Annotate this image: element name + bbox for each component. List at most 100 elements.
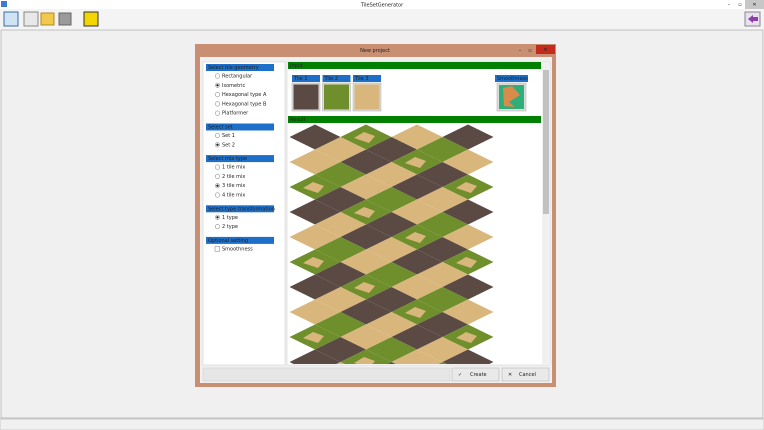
- create-icon: ✓: [458, 372, 462, 378]
- result-tile-blend: [430, 219, 452, 231]
- result-tile-blend: [456, 257, 477, 268]
- smoothness-title: Smoothness: [497, 76, 528, 82]
- tile-image: [354, 84, 380, 110]
- result-tile-blend: [328, 319, 350, 331]
- group-title: Select tile geometry: [208, 65, 259, 71]
- radio-label: 2 type: [222, 224, 238, 230]
- dialog-title: New project: [360, 48, 390, 54]
- result-tile-blend: [379, 194, 401, 206]
- radio-label: Platformer: [222, 111, 249, 117]
- result-tile-blend: [354, 207, 375, 218]
- result-tile-blend: [430, 269, 452, 281]
- result-tile: [387, 362, 396, 364]
- info-button[interactable]: [83, 11, 99, 27]
- radio-button[interactable]: [214, 164, 221, 170]
- group-header: [206, 205, 274, 213]
- app-icon: [1, 1, 7, 7]
- group-header: [206, 236, 274, 244]
- radio-label: 2 tile mix: [222, 174, 245, 180]
- new-button[interactable]: [3, 11, 19, 27]
- result-tile-blend: [456, 182, 477, 193]
- exit-icon: [748, 15, 758, 23]
- minimize-button[interactable]: –: [728, 2, 731, 8]
- radio-label: Set 2: [222, 142, 235, 148]
- radio-button[interactable]: [214, 73, 221, 79]
- options: Select tile geometry Rectangular Isometric…: [206, 64, 275, 252]
- radio-dot: [216, 84, 219, 87]
- dialog-close[interactable]: [536, 45, 555, 54]
- tile-image: [293, 84, 319, 110]
- dialog-minimize[interactable]: –: [519, 48, 522, 54]
- result-tile-blend: [379, 144, 401, 156]
- result-tile-blend: [379, 219, 401, 231]
- tile-image: [324, 84, 349, 110]
- save-button[interactable]: [58, 12, 72, 26]
- dialog-maximize[interactable]: ▫: [528, 48, 531, 54]
- checkbox[interactable]: [214, 246, 220, 252]
- tile-title: Tile 3: [354, 76, 369, 82]
- result-tile-blend: [354, 357, 375, 364]
- open-button[interactable]: [40, 12, 55, 26]
- radio-label: Set 1: [222, 133, 235, 139]
- radio-label: Rectangular: [222, 74, 253, 80]
- result-title: Result: [290, 117, 305, 123]
- radio-label: Hexagonal type A: [222, 92, 267, 98]
- result-tile-blend: [328, 344, 350, 356]
- result-tile-blend: [328, 169, 350, 181]
- result-tile-blend: [430, 319, 452, 331]
- result-tile-blend: [379, 344, 401, 356]
- result-tile-blend: [328, 219, 350, 231]
- close-button[interactable]: [745, 0, 764, 9]
- result-tile-blend: [405, 157, 426, 168]
- group-title: Select type transformation: [208, 206, 275, 212]
- cancel-label: Cancel: [519, 372, 536, 378]
- result-tile-blend: [405, 307, 426, 318]
- radio-button[interactable]: [214, 101, 221, 107]
- radio-label: 1 tile mix: [222, 165, 245, 171]
- result-tile-blend: [379, 319, 401, 331]
- result-tile-blend: [430, 344, 452, 356]
- input-header: [288, 62, 541, 69]
- result-tile-blend: [430, 169, 452, 181]
- status-field: [202, 367, 451, 382]
- maximize-button[interactable]: ▫: [738, 2, 741, 8]
- radio-button[interactable]: [214, 132, 221, 139]
- radio-dot: [216, 143, 219, 146]
- cancel-icon: ✕: [508, 372, 512, 378]
- result-tile: [391, 349, 443, 364]
- edit-button[interactable]: [23, 11, 39, 27]
- radio-button[interactable]: [214, 192, 221, 198]
- group-title: Select mix type: [208, 156, 247, 162]
- result-tile-blend: [303, 332, 324, 343]
- scrollbar-thumb[interactable]: [543, 70, 549, 214]
- radio-button[interactable]: [214, 173, 221, 179]
- group-header: [206, 123, 274, 131]
- group-header: [206, 64, 274, 71]
- result-tile-blend: [430, 144, 452, 156]
- result-tile-blend: [328, 194, 350, 206]
- tile-header: [353, 75, 381, 82]
- result-tile-blend: [379, 269, 401, 281]
- result-tile-blend: [328, 269, 350, 281]
- close-icon: ✕: [752, 2, 756, 8]
- result-tile-blend: [328, 244, 350, 256]
- cancel-button[interactable]: [501, 367, 550, 382]
- radio-button[interactable]: [214, 92, 221, 98]
- radio-button[interactable]: [214, 110, 221, 116]
- result-header: [288, 116, 541, 123]
- status-bar: [0, 418, 764, 430]
- result-tile: [438, 362, 447, 364]
- radio-button[interactable]: [214, 224, 221, 230]
- result-tile-blend: [303, 182, 324, 193]
- result-tile-blend: [430, 194, 452, 206]
- result-tile: [289, 349, 341, 364]
- radio-label: 1 type: [222, 215, 238, 221]
- create-button[interactable]: [451, 367, 500, 382]
- result-tile-blend: [430, 294, 452, 306]
- tile-header: [292, 75, 320, 82]
- radio-label: Isometric: [222, 83, 245, 89]
- options-panel: [202, 61, 286, 366]
- create-label: Create: [470, 372, 487, 378]
- radio-dot: [216, 184, 219, 187]
